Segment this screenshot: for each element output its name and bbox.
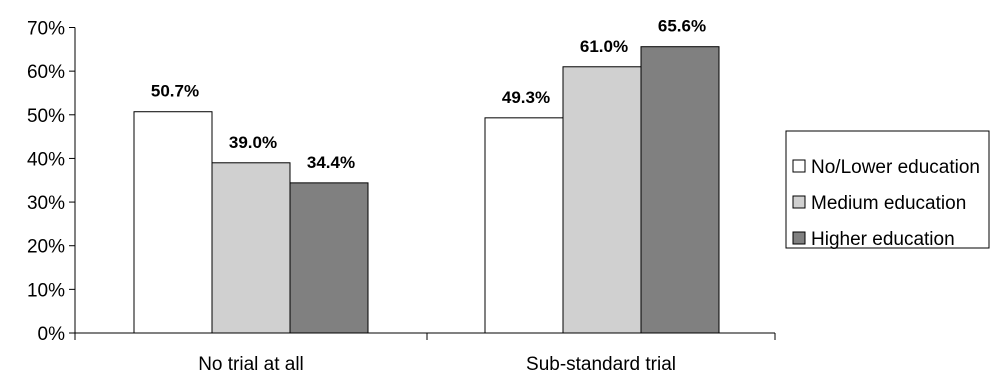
y-tick-label: 70% (27, 19, 65, 40)
bar (562, 66, 642, 334)
data-label: 49.3% (502, 88, 550, 107)
legend-swatch (792, 195, 806, 209)
x-category-label: Sub-standard trial (526, 354, 676, 375)
y-tick-label: 20% (27, 237, 65, 258)
x-category-label: No trial at all (198, 354, 304, 375)
data-label: 34.4% (307, 153, 355, 172)
y-tick-label: 40% (27, 149, 65, 170)
bar (211, 162, 291, 334)
y-tick-label: 0% (38, 324, 66, 345)
y-axis: 0% 10% 20% 30% 40% 50% 60% 70% (27, 19, 76, 345)
data-label: 61.0% (580, 37, 628, 56)
legend-label: Higher education (811, 229, 955, 250)
data-label: 65.6% (658, 17, 706, 36)
data-label: 50.7% (151, 82, 199, 101)
legend: No/Lower education Medium education Higher… (785, 130, 990, 250)
legend-label: Medium education (811, 193, 966, 214)
legend-swatch (792, 159, 806, 173)
legend-frame (785, 130, 990, 249)
y-tick-label: 10% (27, 280, 65, 301)
bar (133, 111, 213, 334)
y-tick-label: 60% (27, 62, 65, 83)
bar (289, 182, 369, 334)
data-label: 39.0% (229, 133, 277, 152)
y-tick-label: 50% (27, 106, 65, 127)
data-labels: 50.7% 39.0% 34.4% 49.3% 61.0% 65.6% (151, 17, 706, 172)
bars (133, 46, 720, 334)
bar (484, 117, 564, 334)
legend-label: No/Lower education (811, 157, 980, 178)
bar (640, 46, 720, 334)
legend-swatch (792, 231, 806, 245)
y-tick-label: 30% (27, 193, 65, 214)
x-axis: No trial at all Sub-standard trial (74, 332, 776, 375)
